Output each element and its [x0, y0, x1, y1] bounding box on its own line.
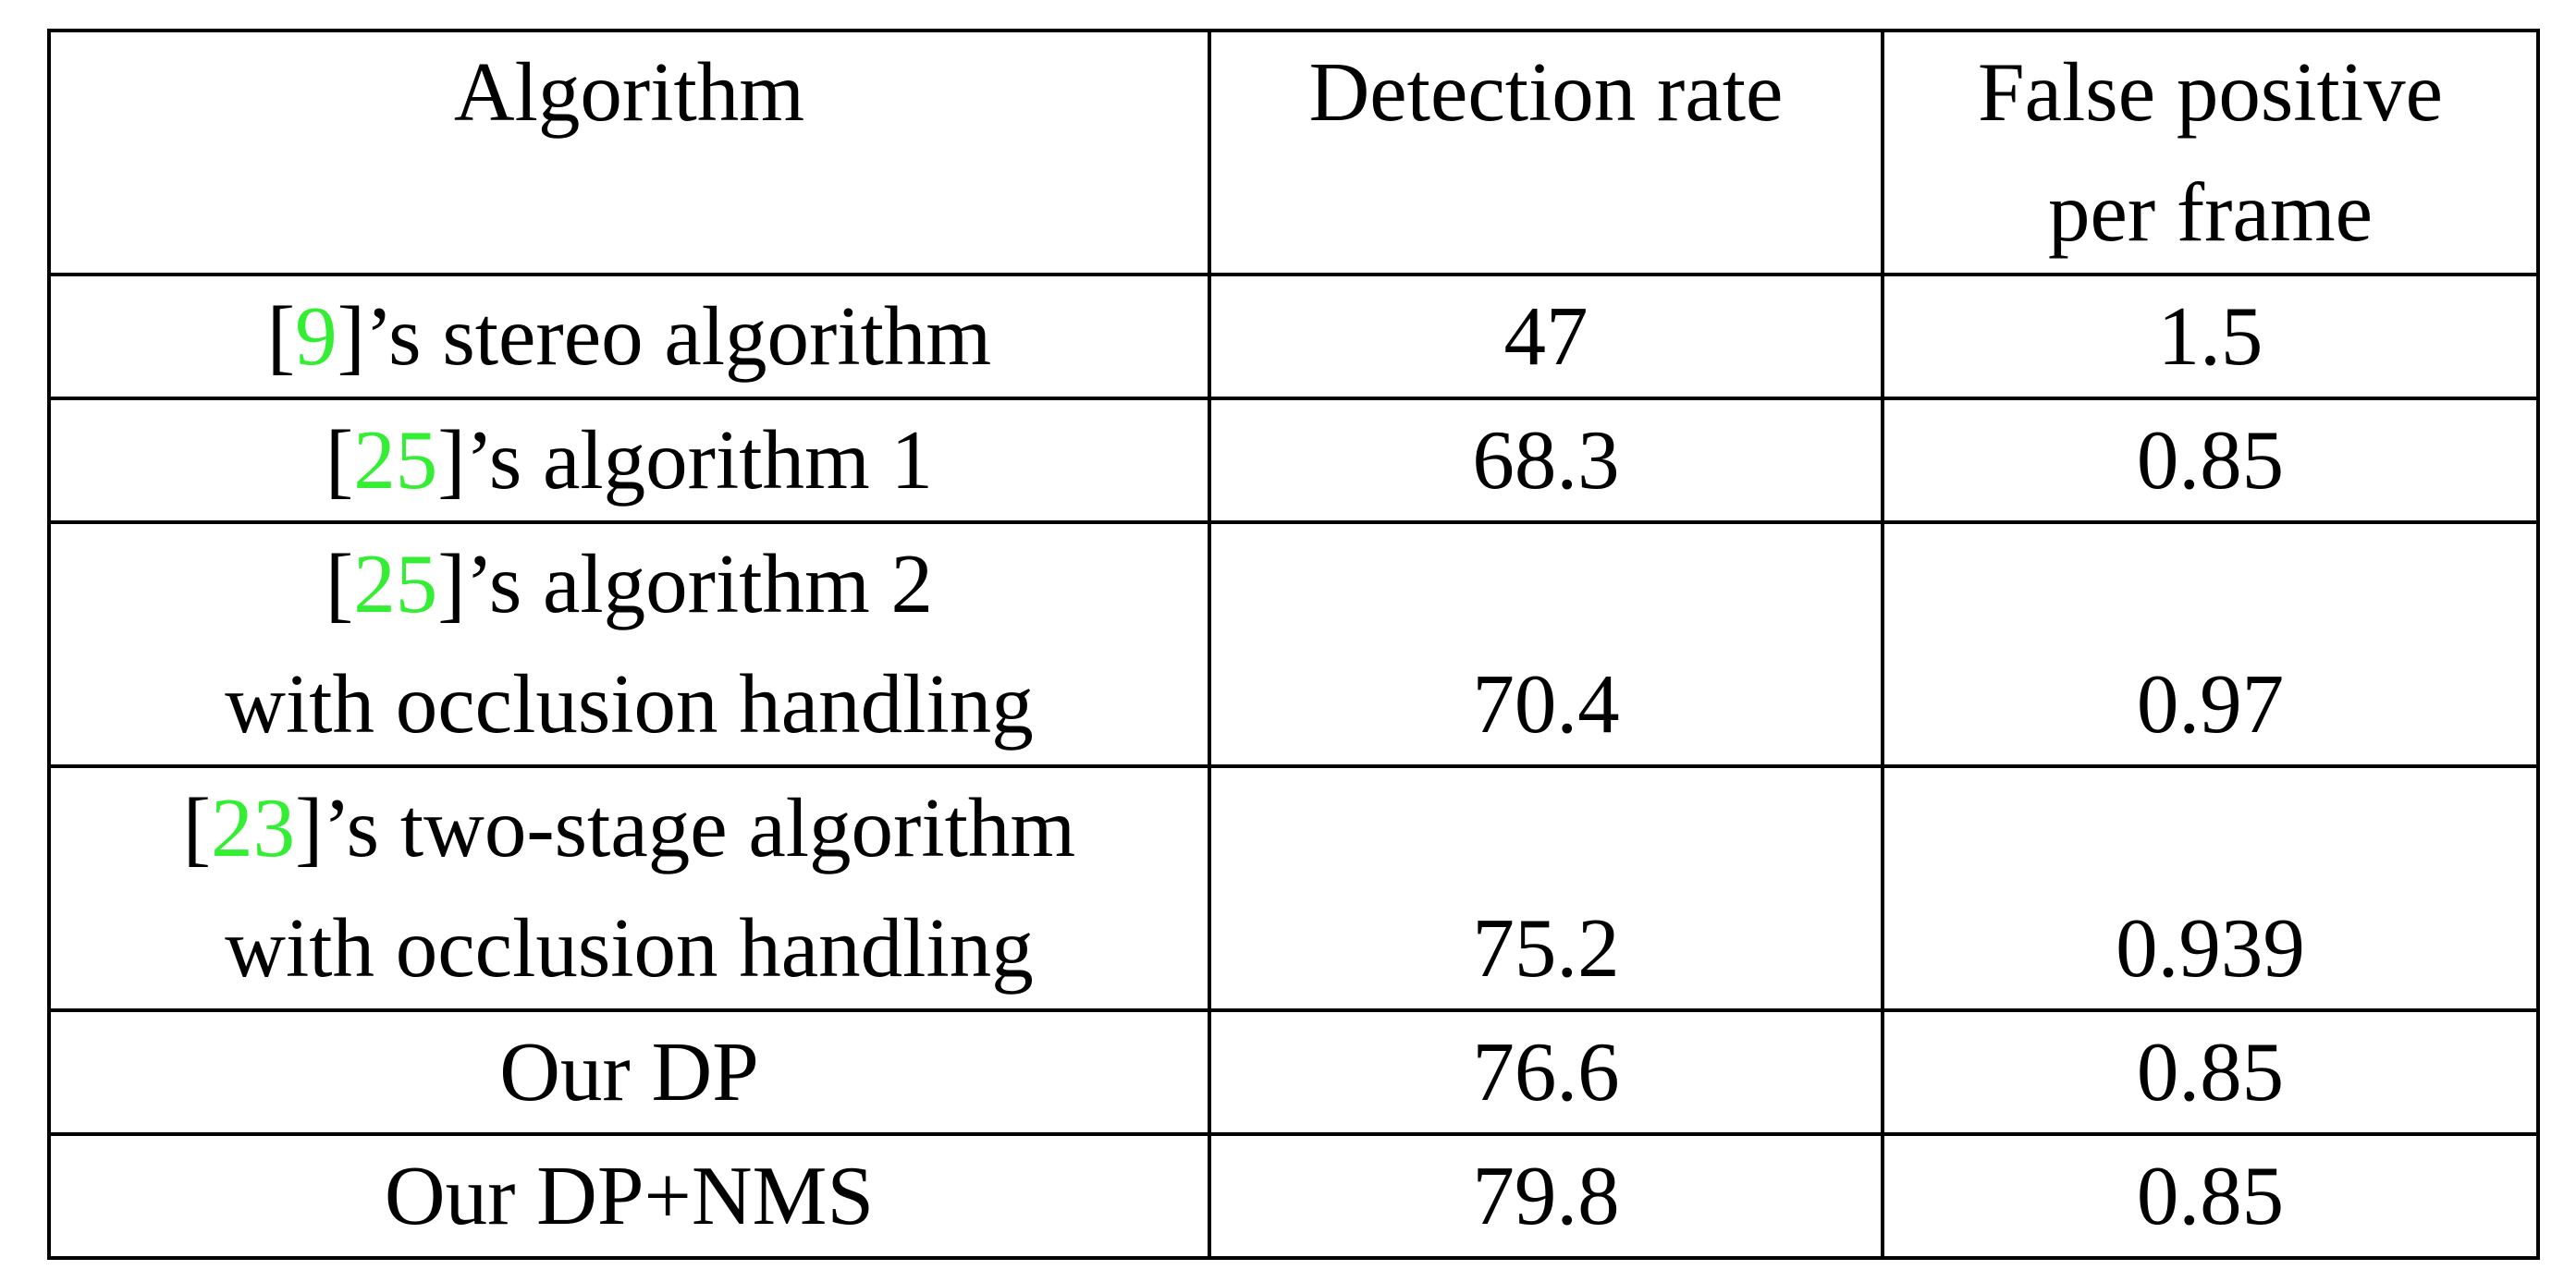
header-text: per frame — [2047, 165, 2374, 259]
algorithm-line: [23]’s two-stage algorithm — [60, 768, 1198, 888]
algorithm-cell: [23]’s two-stage algorithm with occlusio… — [47, 764, 1211, 1012]
header-text: False positive — [1978, 45, 2443, 139]
bracket-open: [ — [325, 413, 354, 507]
algorithm-line: with occlusion handling — [225, 657, 1034, 751]
false-positive-cell: 0.97 — [1881, 520, 2540, 768]
algorithm-text: ]’s algorithm 1 — [437, 413, 934, 507]
citation-link[interactable]: 25 — [353, 413, 438, 507]
algorithm-line: Our DP+NMS — [384, 1149, 875, 1242]
results-table: Algorithm Detection rate False positive … — [47, 29, 2540, 1260]
header-row: Algorithm Detection rate False positive … — [47, 29, 2540, 276]
bracket-open: [ — [182, 781, 212, 874]
table-row: [25]’s algorithm 1 68.3 0.85 — [47, 397, 2540, 524]
detection-rate-cell: 79.8 — [1208, 1132, 1884, 1260]
false-positive-cell: 0.85 — [1881, 1008, 2540, 1136]
detection-rate-cell: 70.4 — [1208, 520, 1884, 768]
header-text: Detection rate — [1308, 45, 1784, 139]
detection-rate-cell: 47 — [1208, 273, 1884, 400]
table-row: [25]’s algorithm 2 with occlusion handli… — [47, 520, 2540, 768]
false-positive-cell: 0.939 — [1881, 764, 2540, 1012]
algorithm-text: ]’s two-stage algorithm — [295, 781, 1076, 874]
algorithm-line: with occlusion handling — [225, 901, 1034, 995]
detection-rate-cell: 76.6 — [1208, 1008, 1884, 1136]
table-row: [23]’s two-stage algorithm with occlusio… — [47, 764, 2540, 1012]
algorithm-cell: Our DP+NMS — [47, 1132, 1211, 1260]
bracket-open: [ — [325, 537, 354, 630]
false-positive-cell: 0.85 — [1881, 397, 2540, 524]
algorithm-line: [25]’s algorithm 2 — [60, 524, 1198, 644]
citation-link[interactable]: 23 — [211, 781, 296, 874]
false-positive-cell: 0.85 — [1881, 1132, 2540, 1260]
algorithm-cell: [25]’s algorithm 1 — [47, 397, 1211, 524]
algorithm-cell: [25]’s algorithm 2 with occlusion handli… — [47, 520, 1211, 768]
header-false-positive: False positive per frame — [1881, 29, 2540, 276]
detection-rate-cell: 75.2 — [1208, 764, 1884, 1012]
algorithm-cell: Our DP — [47, 1008, 1211, 1136]
table-row: Our DP+NMS 79.8 0.85 — [47, 1132, 2540, 1260]
citation-link[interactable]: 25 — [353, 537, 438, 630]
table-row: Our DP 76.6 0.85 — [47, 1008, 2540, 1136]
algorithm-cell: [9]’s stereo algorithm — [47, 273, 1211, 400]
bracket-open: [ — [266, 289, 296, 383]
algorithm-line: Our DP — [499, 1025, 759, 1118]
header-text: Algorithm — [453, 45, 805, 139]
algorithm-line: [9]’s stereo algorithm — [60, 276, 1198, 397]
header-detection-rate: Detection rate — [1208, 29, 1884, 276]
false-positive-cell: 1.5 — [1881, 273, 2540, 400]
algorithm-text: ]’s algorithm 2 — [437, 537, 934, 630]
header-algorithm: Algorithm — [47, 29, 1211, 276]
algorithm-line: [25]’s algorithm 1 — [60, 400, 1198, 520]
detection-rate-cell: 68.3 — [1208, 397, 1884, 524]
table-row: [9]’s stereo algorithm 47 1.5 — [47, 273, 2540, 400]
algorithm-text: ]’s stereo algorithm — [337, 289, 992, 383]
citation-link[interactable]: 9 — [295, 289, 337, 383]
